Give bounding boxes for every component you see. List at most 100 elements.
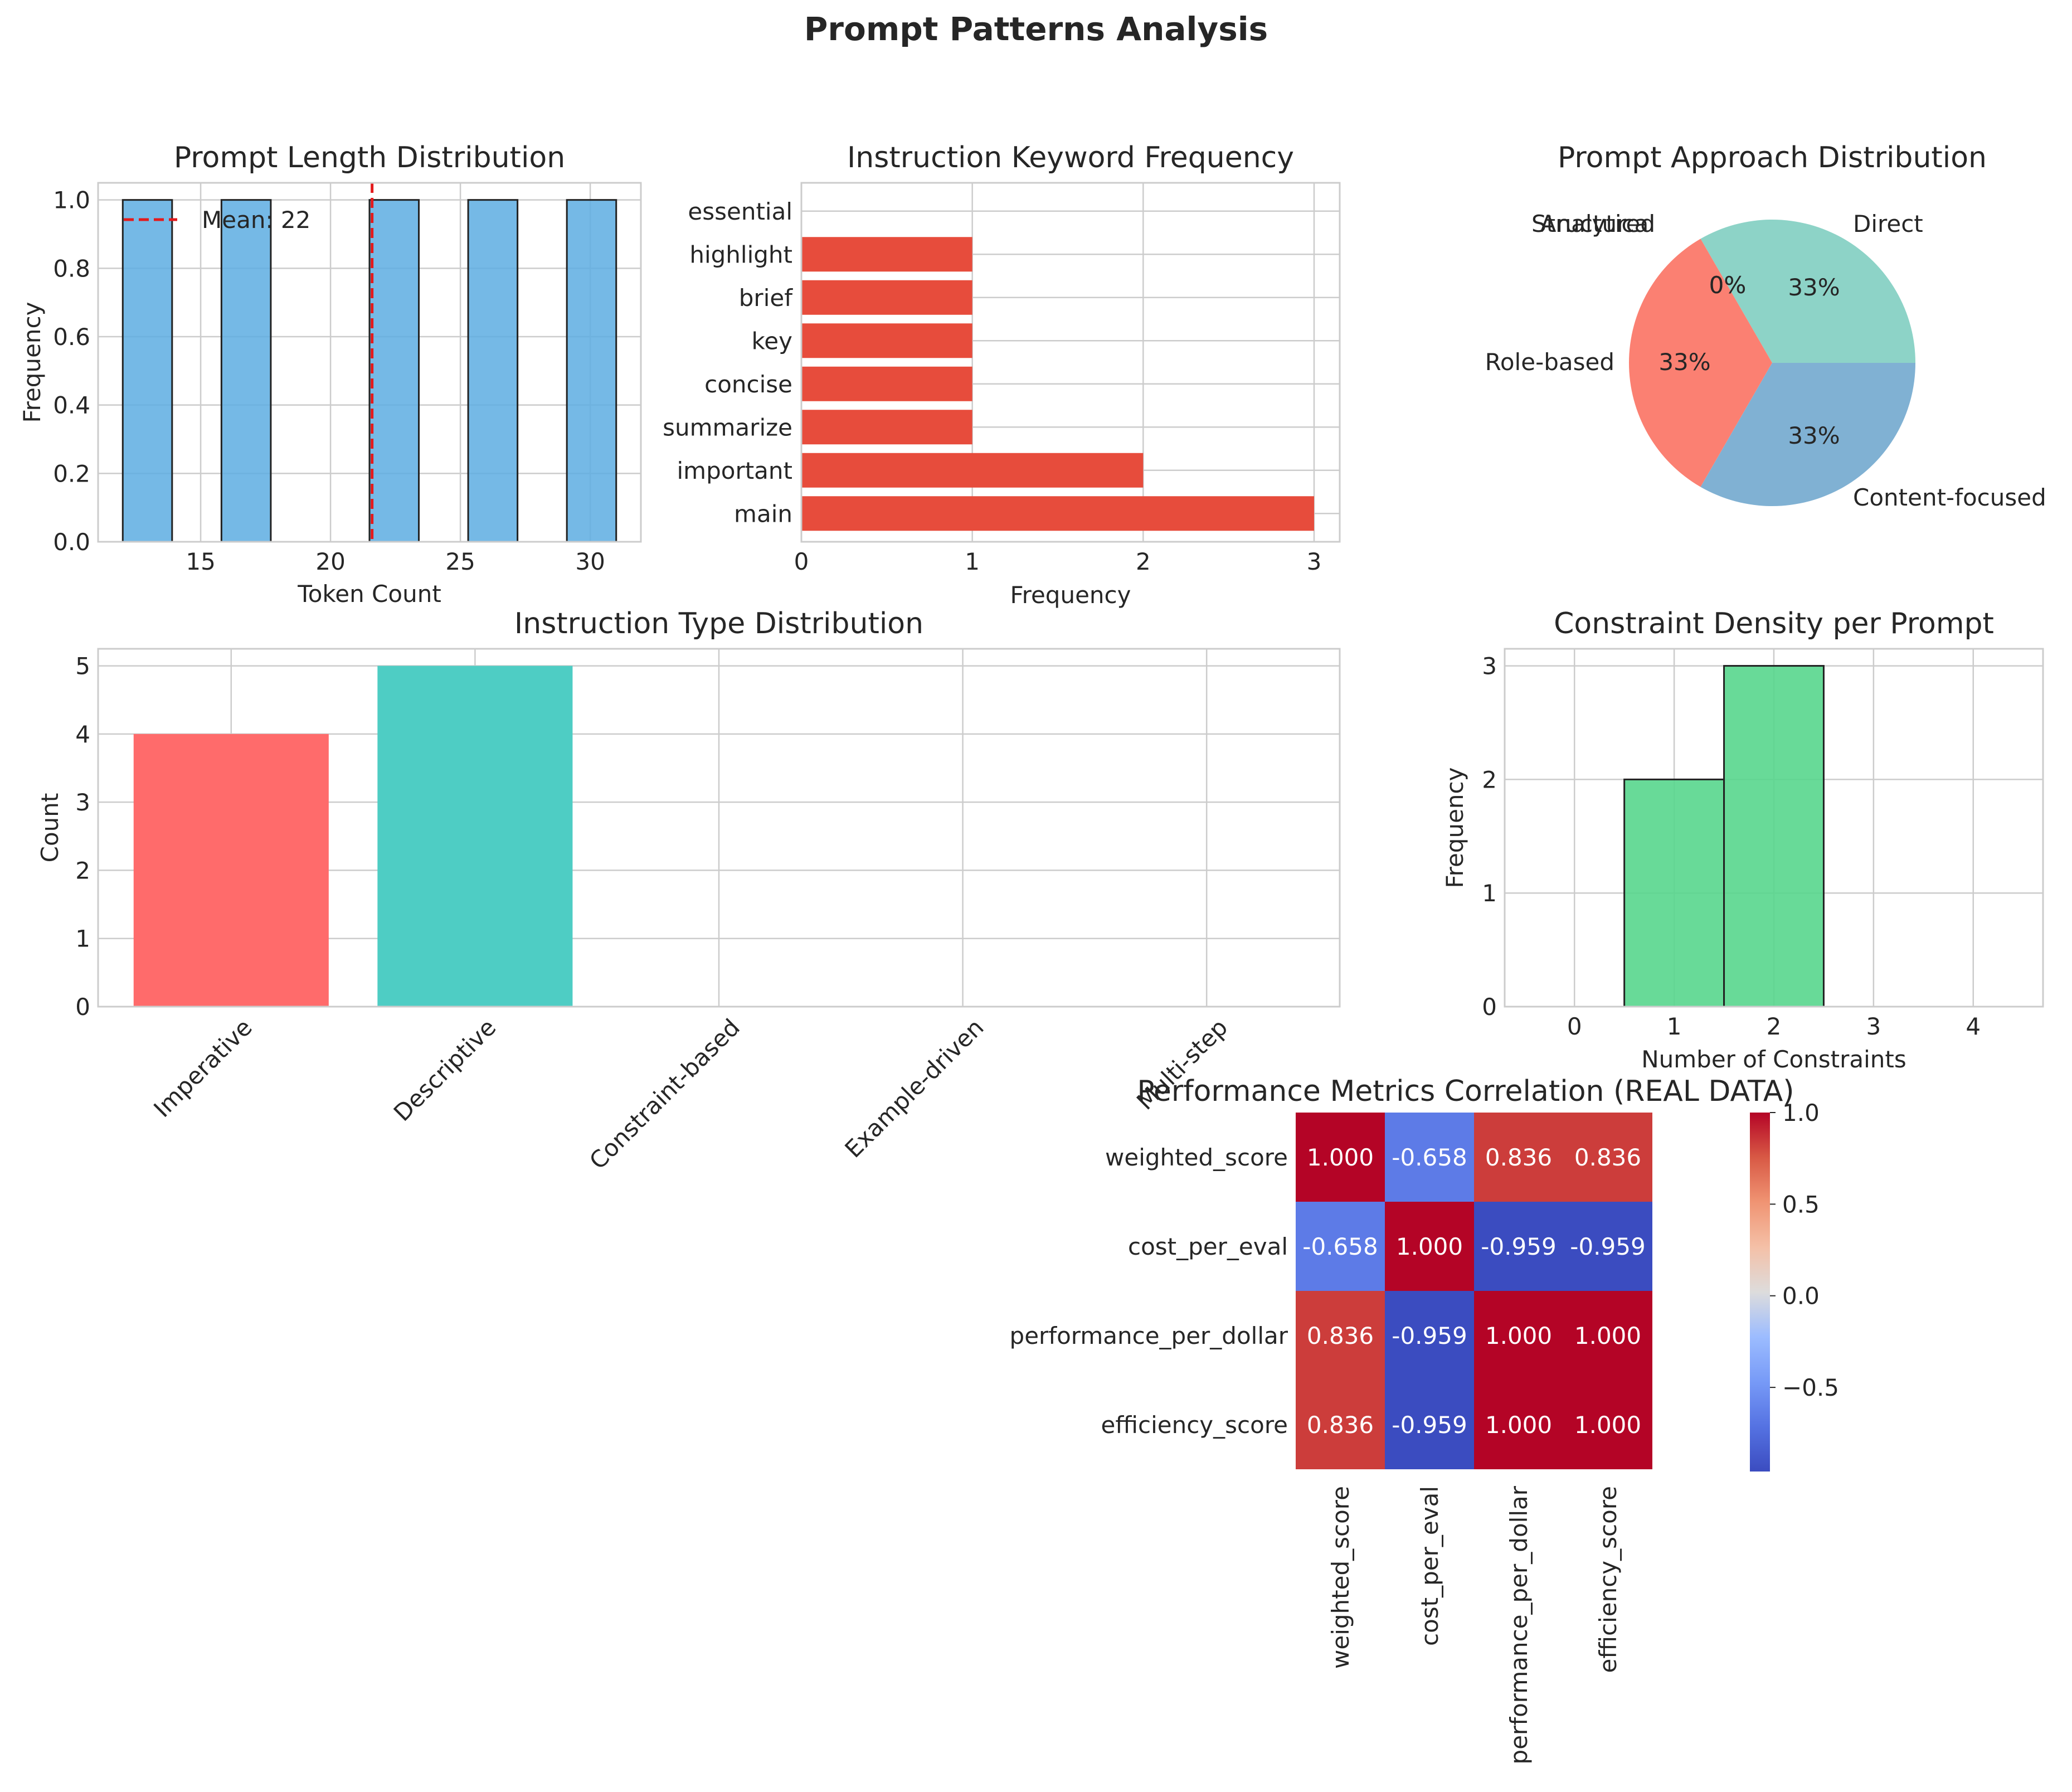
histogram-bar <box>1723 665 1825 1008</box>
y-tick-label: 2 <box>75 857 90 884</box>
colorbar-tick-label: 0.5 <box>1782 1191 1820 1218</box>
chart-title: Performance Metrics Correlation (REAL DA… <box>1137 1075 1794 1108</box>
y-axis-label: Count <box>36 793 64 863</box>
heatmap-cell <box>1563 1291 1652 1380</box>
heatmap-cell <box>1385 1113 1474 1202</box>
pie-label: Role-based <box>1485 348 1614 376</box>
heatmap-cell-value: -0.658 <box>1302 1233 1378 1260</box>
histogram-bar <box>368 199 420 543</box>
heatmap-cell <box>1563 1380 1652 1469</box>
y-tick-label: essential <box>688 198 792 225</box>
y-tick-label: 1 <box>75 925 90 953</box>
x-tick-label: 4 <box>1966 1013 1981 1040</box>
pie-label: Structured <box>1531 210 1655 237</box>
pie-pct-label: 33% <box>1788 422 1840 449</box>
histogram-bar <box>566 199 617 543</box>
heatmap-cell <box>1563 1202 1652 1291</box>
keyword-bar <box>801 280 972 315</box>
x-tick-label: weighted_score <box>1327 1486 1354 1669</box>
x-axis-label: Frequency <box>1010 581 1131 609</box>
chart-title: Prompt Length Distribution <box>174 141 565 174</box>
type-bar <box>133 734 329 1007</box>
histogram-bar <box>467 199 519 543</box>
colorbar-tick-label: 1.0 <box>1782 1099 1820 1126</box>
pie-pct-label: 33% <box>1658 348 1710 376</box>
x-tick-label: 0 <box>1567 1013 1582 1040</box>
x-tick-label: 15 <box>186 548 215 575</box>
heatmap-cell-value: 0.836 <box>1574 1144 1641 1171</box>
y-tick-label: performance_per_dollar <box>1010 1322 1288 1349</box>
x-tick-label: efficiency_score <box>1594 1486 1622 1673</box>
histogram-bar <box>1623 778 1725 1008</box>
y-tick-label: important <box>677 457 793 484</box>
heatmap-cell-value: -0.959 <box>1481 1233 1556 1260</box>
y-tick-label: 0.4 <box>53 392 90 419</box>
chart-title: Instruction Keyword Frequency <box>847 141 1294 174</box>
histogram-bar <box>220 199 272 543</box>
x-tick-label: Constraint-based <box>584 1013 745 1174</box>
heatmap-cell <box>1385 1380 1474 1469</box>
y-tick-label: highlight <box>689 241 792 268</box>
chart-approach-pie: Direct 33% Role-based 33% Content-focused 33%… <box>1485 141 2046 511</box>
x-axis-label: Token Count <box>297 580 441 608</box>
heatmap-cell-value: -0.959 <box>1392 1411 1467 1439</box>
keyword-bar <box>801 323 972 358</box>
y-tick-label: 1 <box>1482 880 1497 907</box>
x-tick-label: 3 <box>1307 548 1322 575</box>
y-axis-label: Frequency <box>1441 768 1468 888</box>
chart-prompt-length: 15 20 25 30 0.0 0.2 0.4 0.6 0.8 1.0 Prompt Length … <box>18 141 642 608</box>
type-bar <box>377 666 573 1007</box>
x-tick-label: 1 <box>1667 1013 1682 1040</box>
y-tick-label: 3 <box>1482 653 1497 680</box>
y-tick-label: summarize <box>663 414 792 441</box>
heatmap-cell <box>1296 1113 1385 1202</box>
heatmap-cell-value: 0.836 <box>1307 1322 1374 1349</box>
keyword-bar <box>801 410 972 445</box>
heatmap-cell <box>1474 1291 1563 1380</box>
heatmap-cell <box>1474 1380 1563 1469</box>
y-tick-label: 0.0 <box>53 528 90 556</box>
x-tick-label: 0 <box>794 548 809 575</box>
y-tick-label: efficiency_score <box>1101 1411 1288 1439</box>
heatmap-cell-value: 1.000 <box>1307 1144 1374 1171</box>
y-tick-label: 0.8 <box>53 255 90 282</box>
heatmap-cell-value: -0.959 <box>1392 1322 1467 1349</box>
keyword-bar <box>801 453 1144 488</box>
pie-pct-label: 0% <box>1709 271 1747 299</box>
plot-frame <box>800 182 1341 543</box>
y-tick-label: brief <box>739 284 793 312</box>
heatmap-cell <box>1385 1202 1474 1291</box>
heatmap-cell-value: 0.836 <box>1307 1411 1374 1439</box>
keyword-bar <box>801 496 1314 531</box>
pie-slice <box>1700 220 1915 363</box>
x-tick-label: 1 <box>965 548 980 575</box>
y-tick-label: key <box>751 327 792 354</box>
heatmap-cell-value: 0.836 <box>1485 1144 1552 1171</box>
heatmap-cell <box>1385 1291 1474 1380</box>
y-axis-label: Frequency <box>18 302 46 423</box>
heatmap-cell-value: 1.000 <box>1485 1411 1552 1439</box>
keyword-bar <box>801 366 972 401</box>
x-tick-label: 2 <box>1136 548 1151 575</box>
y-tick-label: 4 <box>75 721 90 748</box>
x-tick-label: 25 <box>445 548 475 575</box>
heatmap-cell-value: 1.000 <box>1574 1322 1641 1349</box>
x-axis-label: Number of Constraints <box>1641 1046 1906 1073</box>
x-tick-label: Descriptive <box>388 1013 502 1126</box>
y-tick-label: 3 <box>75 789 90 816</box>
chart-constraint-density: 0 1 2 3 4 0 1 2 3 Constraint Density per Prompt Nu… <box>1441 607 2044 1073</box>
chart-title: Instruction Type Distribution <box>514 607 923 640</box>
pie-label: Content-focused <box>1853 484 2046 511</box>
chart-keyword-frequency: main important summarize concise key brief hig… <box>663 141 1341 609</box>
x-tick-label: performance_per_dollar <box>1505 1485 1533 1764</box>
pie-pct-label: 33% <box>1788 274 1840 301</box>
keyword-bar <box>801 237 972 272</box>
figure-title: Prompt Patterns Analysis <box>804 10 1268 48</box>
plot-frame <box>1504 648 2044 1008</box>
x-tick-label: 30 <box>575 548 605 575</box>
y-tick-label: concise <box>704 371 792 398</box>
x-tick-label: 2 <box>1767 1013 1782 1040</box>
heatmap-cell <box>1296 1291 1385 1380</box>
y-tick-label: 2 <box>1482 766 1497 793</box>
